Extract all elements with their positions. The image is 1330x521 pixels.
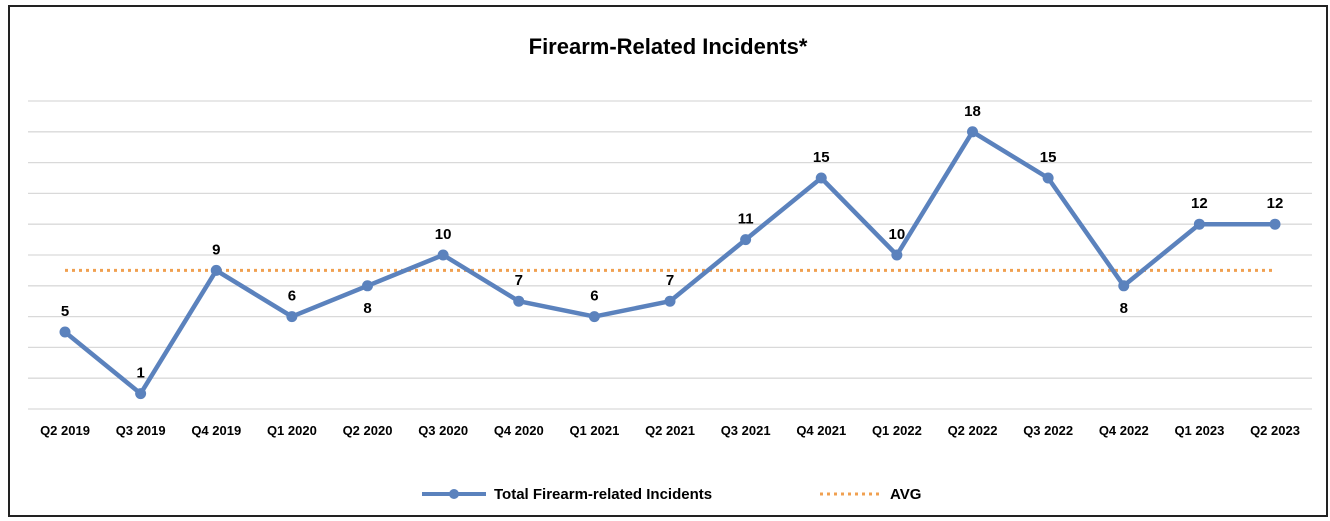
data-point bbox=[1269, 218, 1281, 230]
data-point bbox=[1118, 280, 1130, 292]
series-line bbox=[63, 129, 1275, 396]
data-label: 6 bbox=[288, 288, 296, 305]
line-chart: Firearm-Related Incidents* 5 1 9 6 8 10 7 6 7 11 1… bbox=[28, 34, 1312, 503]
x-axis-ticks: Q2 2019 Q3 2019 Q4 2019 Q1 2020 Q2 2020 Q3 20… bbox=[40, 423, 1300, 438]
data-label: 10 bbox=[435, 226, 452, 243]
x-tick-label: Q1 2022 bbox=[872, 423, 922, 438]
x-tick-label: Q3 2019 bbox=[116, 423, 166, 438]
incidents-series bbox=[59, 126, 1281, 400]
data-labels: 5 1 9 6 8 10 7 6 7 11 15 10 18 15 8 12 12 bbox=[61, 103, 1284, 382]
data-point bbox=[513, 295, 525, 307]
data-point bbox=[891, 249, 903, 261]
data-label: 8 bbox=[1120, 300, 1128, 317]
data-label: 15 bbox=[1040, 149, 1057, 166]
data-label: 8 bbox=[363, 300, 371, 317]
data-point bbox=[286, 311, 298, 323]
data-point bbox=[664, 295, 676, 307]
data-label: 11 bbox=[738, 211, 754, 228]
data-label: 10 bbox=[889, 226, 906, 243]
x-tick-label: Q2 2021 bbox=[645, 423, 695, 438]
legend-label-avg: AVG bbox=[890, 486, 921, 503]
data-point bbox=[740, 234, 752, 246]
x-tick-label: Q2 2020 bbox=[343, 423, 393, 438]
chart-frame: Firearm-Related Incidents* 5 1 9 6 8 10 7 6 7 11 1… bbox=[8, 5, 1328, 517]
x-tick-label: Q3 2020 bbox=[418, 423, 468, 438]
data-label: 9 bbox=[212, 241, 220, 258]
legend: Total Firearm-related Incidents AVG bbox=[422, 486, 921, 503]
x-tick-label: Q4 2020 bbox=[494, 423, 544, 438]
data-point bbox=[815, 172, 827, 184]
data-point bbox=[362, 280, 373, 292]
x-tick-label: Q3 2021 bbox=[721, 423, 771, 438]
legend-label-total: Total Firearm-related Incidents bbox=[494, 486, 712, 503]
data-label: 7 bbox=[515, 272, 523, 289]
data-point bbox=[59, 326, 71, 338]
data-point bbox=[210, 264, 222, 276]
data-label: 15 bbox=[813, 149, 830, 166]
x-tick-label: Q2 2019 bbox=[40, 423, 90, 438]
data-label: 1 bbox=[136, 365, 144, 382]
x-tick-label: Q3 2022 bbox=[1023, 423, 1073, 438]
data-point bbox=[588, 311, 600, 323]
x-tick-label: Q2 2023 bbox=[1250, 423, 1300, 438]
x-tick-label: Q4 2019 bbox=[191, 423, 241, 438]
data-label: 6 bbox=[590, 288, 598, 305]
x-tick-label: Q4 2021 bbox=[796, 423, 846, 438]
gridlines bbox=[28, 100, 1312, 410]
data-point bbox=[1193, 218, 1205, 230]
data-point bbox=[967, 126, 978, 138]
x-tick-label: Q1 2020 bbox=[267, 423, 317, 438]
x-tick-label: Q4 2022 bbox=[1099, 423, 1149, 438]
data-label: 12 bbox=[1267, 195, 1284, 212]
chart-title: Firearm-Related Incidents* bbox=[529, 34, 808, 59]
x-tick-label: Q1 2021 bbox=[569, 423, 619, 438]
data-label: 7 bbox=[666, 272, 674, 289]
data-point bbox=[135, 388, 147, 400]
data-point bbox=[1042, 172, 1054, 184]
data-label: 12 bbox=[1191, 195, 1208, 212]
x-tick-label: Q2 2022 bbox=[948, 423, 998, 438]
data-label: 5 bbox=[61, 303, 69, 320]
data-point bbox=[437, 249, 449, 261]
x-tick-label: Q1 2023 bbox=[1174, 423, 1224, 438]
data-label: 18 bbox=[964, 103, 981, 120]
legend-marker-total bbox=[449, 489, 459, 499]
